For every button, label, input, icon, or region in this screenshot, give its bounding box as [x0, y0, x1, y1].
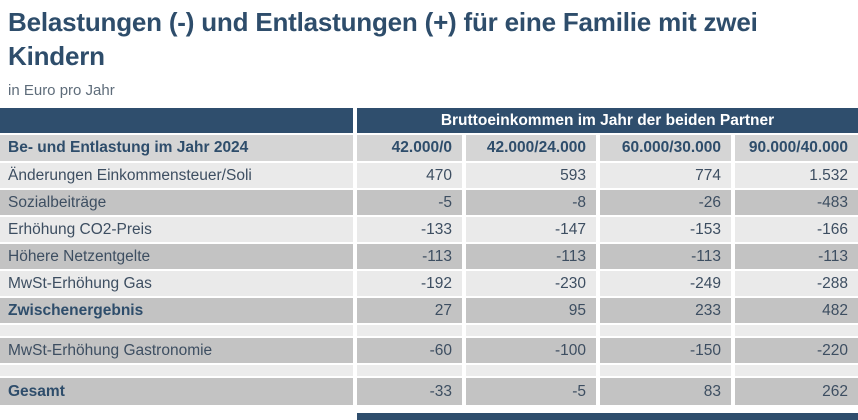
value-cell: -33 — [357, 378, 462, 405]
value-cell: -113 — [357, 244, 462, 269]
spacer-cell — [735, 325, 858, 336]
value-cell: -192 — [357, 271, 462, 296]
value-cell: -8 — [466, 190, 596, 215]
value-cell: 1.532 — [735, 163, 858, 188]
value-cell: -5 — [466, 378, 596, 405]
row-label: MwSt-Erhöhung Gastronomie — [0, 338, 353, 363]
value-cell: 470 — [357, 163, 462, 188]
value-cell: -166 — [735, 217, 858, 242]
value-cell: -150 — [600, 338, 731, 363]
value-cell: 482 — [735, 298, 858, 323]
value-cell: -113 — [466, 244, 596, 269]
spacer-cell — [466, 365, 596, 376]
spacer-cell — [357, 365, 462, 376]
value-cell: -220 — [735, 338, 858, 363]
value-cell: -288 — [735, 271, 858, 296]
footer-accent-bar — [357, 413, 858, 420]
value-cell: -113 — [600, 244, 731, 269]
value-cell: 774 — [600, 163, 731, 188]
row-label: Sozialbeiträge — [0, 190, 353, 215]
value-cell: -230 — [466, 271, 596, 296]
value-cell: -483 — [735, 190, 858, 215]
spacer-cell — [0, 365, 353, 376]
header: Belastungen (-) und Entlastungen (+) für… — [0, 0, 858, 99]
value-cell: 262 — [735, 378, 858, 405]
value-cell: 27 — [357, 298, 462, 323]
column-header-3: 60.000/30.000 — [600, 135, 731, 161]
table-corner-cell — [0, 108, 353, 133]
value-cell: -5 — [357, 190, 462, 215]
row-label: Zwischenergebnis — [0, 298, 353, 323]
spacer-cell — [357, 325, 462, 336]
spacer-cell — [735, 365, 858, 376]
chart-subtitle: in Euro pro Jahr — [8, 82, 115, 99]
column-header-2: 42.000/24.000 — [466, 135, 596, 161]
spacer-cell — [466, 325, 596, 336]
value-cell: -113 — [735, 244, 858, 269]
column-header-4: 90.000/40.000 — [735, 135, 858, 161]
value-cell: -133 — [357, 217, 462, 242]
value-cell: -249 — [600, 271, 731, 296]
value-cell: 233 — [600, 298, 731, 323]
row-label: Änderungen Einkommensteuer/Soli — [0, 163, 353, 188]
value-cell: -100 — [466, 338, 596, 363]
row-label: Höhere Netzentgelte — [0, 244, 353, 269]
spacer-cell — [0, 325, 353, 336]
spacer-cell — [600, 365, 731, 376]
value-cell: -147 — [466, 217, 596, 242]
data-table: Bruttoeinkommen im Jahr der beiden Partn… — [0, 108, 858, 405]
value-cell: -26 — [600, 190, 731, 215]
value-cell: -153 — [600, 217, 731, 242]
value-cell: -60 — [357, 338, 462, 363]
spacer-cell — [600, 325, 731, 336]
value-cell: 83 — [600, 378, 731, 405]
row-label: Gesamt — [0, 378, 353, 405]
group-header: Bruttoeinkommen im Jahr der beiden Partn… — [357, 108, 858, 133]
value-cell: 593 — [466, 163, 596, 188]
column-header-1: 42.000/0 — [357, 135, 462, 161]
row-label: Erhöhung CO2-Preis — [0, 217, 353, 242]
value-cell: 95 — [466, 298, 596, 323]
row-label: MwSt-Erhöhung Gas — [0, 271, 353, 296]
row-header-label: Be- und Entlastung im Jahr 2024 — [0, 135, 353, 161]
chart-title: Belastungen (-) und Entlastungen (+) für… — [8, 7, 758, 71]
